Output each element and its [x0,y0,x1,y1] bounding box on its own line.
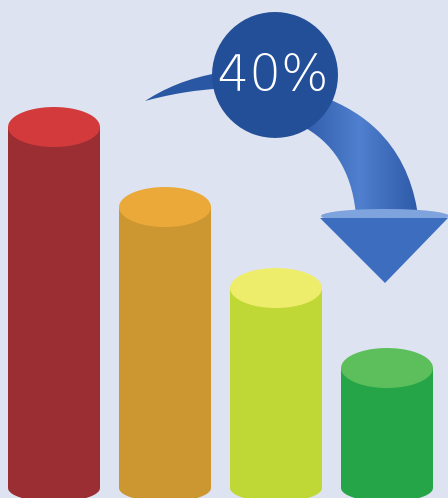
arrow-head [320,218,448,283]
cylinder [341,348,433,498]
cylinder [119,187,211,498]
badge-circle [212,12,338,138]
badge-label: 40% [217,45,328,103]
arrow-shaft [300,95,418,215]
cylinder [8,107,100,498]
cylinder [230,268,322,498]
arrow-tail [145,72,228,101]
